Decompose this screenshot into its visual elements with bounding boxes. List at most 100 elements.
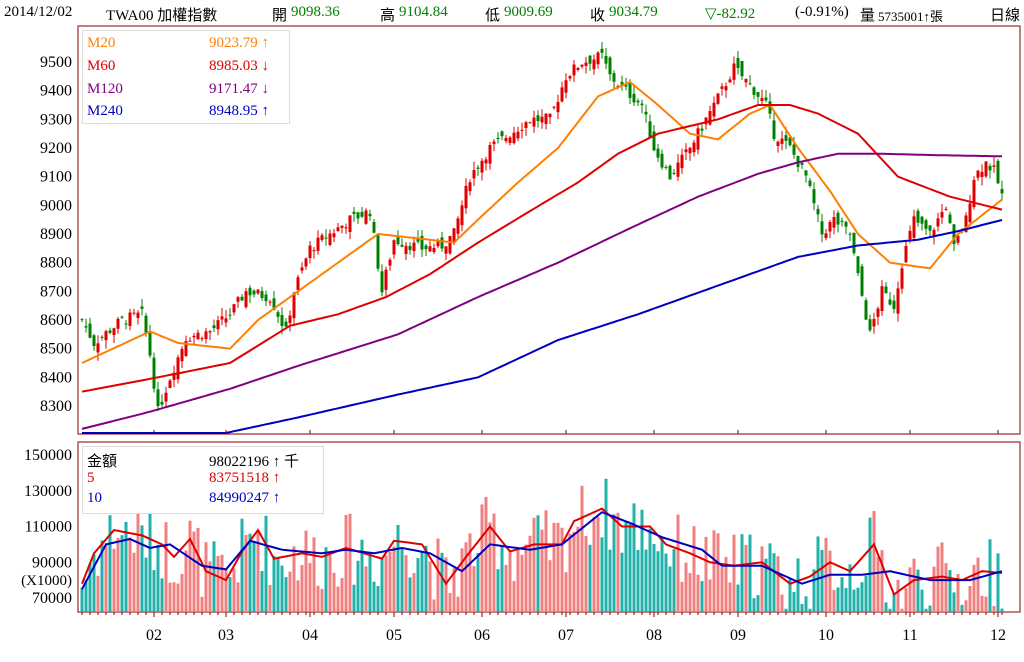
candle-body	[392, 240, 396, 255]
candle-body	[460, 205, 464, 226]
candle-body	[528, 122, 532, 124]
volume-bar	[820, 549, 824, 612]
volume-bar	[136, 509, 140, 612]
candle-body	[476, 167, 480, 169]
candle-body	[184, 341, 188, 357]
volume-bar	[916, 569, 920, 612]
volume-bar	[480, 504, 484, 612]
candle-body	[80, 319, 84, 321]
candle-body	[580, 64, 584, 67]
candle-body	[164, 392, 168, 402]
volume-bar	[80, 587, 84, 612]
volume-bar	[340, 578, 344, 612]
candle-body	[188, 340, 192, 342]
volume-bar	[124, 521, 128, 612]
volume-bar	[972, 564, 976, 612]
candle-body	[136, 312, 140, 318]
volume-bar	[392, 546, 396, 612]
candle-body	[632, 93, 636, 103]
candle-body	[428, 246, 432, 252]
volume-bar	[540, 529, 544, 612]
volume-bar	[120, 535, 124, 612]
candle-body	[860, 266, 864, 296]
volume-bar	[364, 566, 368, 612]
period-button[interactable]: 日線	[990, 8, 1021, 24]
candle-body	[396, 236, 400, 245]
candle-body	[928, 225, 932, 231]
volume-bar	[108, 515, 112, 612]
price-tick-label: 8700	[40, 283, 72, 300]
candle-body	[660, 153, 664, 168]
candle-body	[424, 245, 428, 250]
volume-ma-line-10	[81, 511, 1003, 590]
candle-body	[924, 220, 928, 229]
legend-m20-label: M20	[87, 35, 116, 51]
legend-ma5-value: 83751518 ↑	[209, 470, 281, 486]
volume-bar	[312, 537, 316, 612]
candle-body	[812, 189, 816, 204]
legend-m20-value: 9023.79 ↑	[209, 35, 269, 51]
candle-body	[824, 233, 828, 239]
candle-body	[400, 244, 404, 247]
candle-body	[972, 179, 976, 208]
candle-body	[776, 141, 780, 146]
volume-bar	[164, 522, 168, 612]
candle-body	[708, 111, 712, 125]
candle-body	[932, 230, 936, 237]
candle-body	[540, 116, 544, 123]
candle-body	[904, 245, 908, 263]
volume-bar	[796, 558, 800, 612]
volume-bar	[908, 567, 912, 612]
candle-body	[740, 61, 744, 77]
close-label: 收	[590, 8, 606, 24]
candle-body	[408, 245, 412, 251]
candle-body	[564, 80, 568, 93]
month-tick-label: 12	[990, 627, 1006, 644]
candle-body	[124, 323, 128, 325]
candle-body	[320, 235, 324, 240]
candle-body	[448, 236, 452, 254]
volume-bar	[104, 543, 108, 612]
volume-value: 5735001↑張	[878, 9, 944, 24]
volume-bar	[288, 571, 292, 612]
volume-bar	[648, 528, 652, 612]
candle-body	[108, 330, 112, 333]
candle-body	[836, 212, 840, 225]
candle-body	[852, 232, 856, 254]
volume-bar	[376, 585, 380, 612]
volume-bar	[880, 550, 884, 612]
candle-body	[548, 113, 552, 118]
candle-body	[560, 87, 564, 102]
volume-bar	[900, 608, 904, 612]
candle-body	[772, 120, 776, 140]
candle-body	[872, 318, 876, 327]
volume-bar	[788, 577, 792, 612]
volume-bar	[384, 555, 388, 612]
candle-body	[684, 149, 688, 153]
candle-body	[840, 220, 844, 222]
volume-tick-label: 90000	[32, 554, 72, 571]
candle-body	[716, 93, 720, 104]
candle-body	[800, 162, 804, 165]
candle-body	[780, 138, 784, 144]
candle-body	[96, 343, 100, 353]
volume-bar	[228, 576, 232, 612]
volume-bar	[636, 549, 640, 612]
candle-body	[892, 300, 896, 310]
candle-body	[656, 148, 660, 158]
volume-bar	[544, 510, 548, 612]
candle-body	[220, 316, 224, 320]
volume-bar	[328, 555, 332, 612]
candle-body	[156, 389, 160, 407]
volume-bar	[988, 539, 992, 612]
candle-body	[444, 246, 448, 254]
volume-unit-label: (X1000)	[21, 573, 72, 589]
volume-bar	[260, 571, 264, 612]
volume-bar	[920, 589, 924, 612]
volume-bar	[564, 572, 568, 612]
volume-bar	[748, 534, 752, 612]
volume-bar	[884, 602, 888, 612]
volume-bar	[252, 541, 256, 612]
candle-body	[988, 165, 992, 171]
volume-bar	[368, 553, 372, 612]
